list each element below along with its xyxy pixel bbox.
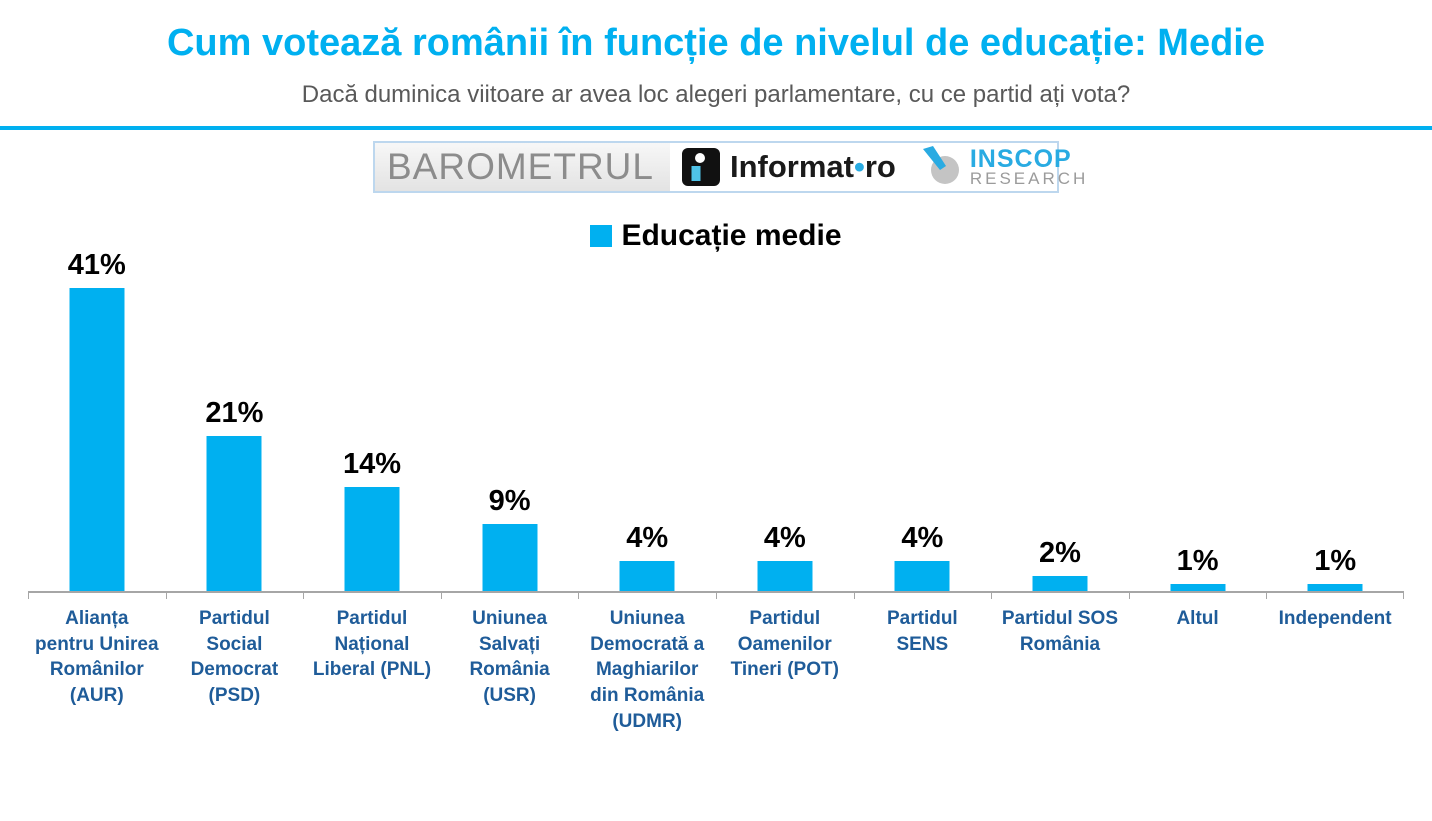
category-label: Altul bbox=[1176, 608, 1219, 629]
bar-slot: 4% bbox=[578, 253, 716, 591]
bar bbox=[482, 524, 538, 591]
category-labels: Alianța pentru Unirea Românilor (AUR) Par… bbox=[28, 593, 1404, 734]
chart-legend: Educație medie bbox=[0, 219, 1432, 253]
divider-line bbox=[0, 126, 1432, 130]
bar-slot: 1% bbox=[1266, 253, 1404, 591]
bar bbox=[1170, 584, 1226, 591]
axis-tick bbox=[440, 591, 442, 599]
value-label: 14% bbox=[342, 448, 402, 480]
inscop-gauge-icon bbox=[922, 146, 959, 184]
bar bbox=[1032, 576, 1088, 591]
bar-slot: 41% bbox=[28, 249, 166, 591]
value-label: 21% bbox=[205, 397, 264, 429]
value-label: 4% bbox=[626, 522, 669, 554]
bar bbox=[757, 561, 813, 591]
barometrul-logo: BAROMETRUL bbox=[375, 143, 670, 191]
axis-tick bbox=[716, 591, 717, 599]
axis-tick bbox=[165, 591, 167, 599]
slide: Cum votează românii în funcție de nivelu… bbox=[0, 22, 1432, 734]
bar-slot: 21% bbox=[166, 253, 304, 591]
page-title: Cum votează românii în funcție de nivelu… bbox=[166, 22, 1265, 64]
inscop-wordmark: INSCOP RESEARCH bbox=[969, 145, 1089, 188]
bar bbox=[69, 288, 125, 591]
bar bbox=[206, 436, 262, 591]
logo-strip: BAROMETRUL Informat•ro INSCOP RESEARCH bbox=[373, 141, 1085, 193]
category-label: Independent bbox=[1278, 608, 1392, 629]
axis-tick bbox=[853, 591, 855, 599]
value-label: 2% bbox=[1039, 537, 1081, 569]
bar bbox=[894, 561, 950, 591]
category-label: Alianța pentru Unirea Românilor (AUR) bbox=[35, 608, 159, 706]
informat-i-icon bbox=[681, 148, 720, 186]
inscop-logo: INSCOP RESEARCH bbox=[896, 143, 1098, 191]
bar bbox=[1307, 584, 1363, 591]
plot-area: 41% 21% 14% 9% 4% 4% 4% 2% 1% 1% bbox=[28, 249, 1404, 599]
legend-swatch bbox=[590, 225, 613, 247]
value-label: 41% bbox=[67, 249, 126, 281]
category-label: Uniunea Democrată a Maghiarilor din Româ… bbox=[590, 608, 705, 732]
barometrul-wordmark: BAROMETRUL bbox=[387, 146, 654, 187]
axis-tick bbox=[1128, 591, 1130, 599]
bar-slot: 4% bbox=[716, 253, 854, 591]
bar-chart: 41% 21% 14% 9% 4% 4% 4% 2% 1% 1% Alianța pentru U… bbox=[28, 249, 1404, 734]
axis-tick bbox=[991, 591, 993, 599]
axis-tick bbox=[28, 591, 29, 599]
value-label: 9% bbox=[488, 485, 531, 517]
category-label: Partidul SENS bbox=[886, 608, 958, 655]
bar bbox=[619, 561, 675, 591]
category-label: Partidul SOS România bbox=[1001, 608, 1119, 655]
value-label: 1% bbox=[1314, 545, 1357, 577]
category-label: Partidul Social Democrat (PSD) bbox=[190, 608, 279, 706]
value-label: 4% bbox=[763, 522, 806, 554]
bar-slot: 9% bbox=[441, 253, 579, 591]
value-label: 4% bbox=[901, 522, 944, 554]
informat-wordmark: Informat•ro bbox=[729, 149, 896, 184]
bar-slot: 2% bbox=[991, 253, 1129, 591]
bar-slot: 14% bbox=[303, 253, 441, 591]
axis-tick bbox=[1403, 591, 1404, 599]
informat-logo: Informat•ro bbox=[670, 143, 896, 191]
axis-tick bbox=[303, 591, 305, 599]
category-label: Uniunea Salvați România (USR) bbox=[469, 608, 550, 706]
legend-label: Educație medie bbox=[621, 219, 842, 252]
category-label: Partidul Oamenilor Tineri (POT) bbox=[730, 608, 839, 681]
category-label: Partidul Național Liberal (PNL) bbox=[312, 608, 432, 681]
bar-slot: 1% bbox=[1129, 253, 1267, 591]
bar-slot: 4% bbox=[854, 253, 992, 591]
bar bbox=[344, 487, 400, 591]
axis-tick bbox=[1266, 591, 1268, 599]
subtitle: Dacă duminica viitoare ar avea loc alege… bbox=[301, 81, 1131, 108]
value-label: 1% bbox=[1176, 545, 1219, 577]
axis-tick bbox=[578, 591, 580, 599]
